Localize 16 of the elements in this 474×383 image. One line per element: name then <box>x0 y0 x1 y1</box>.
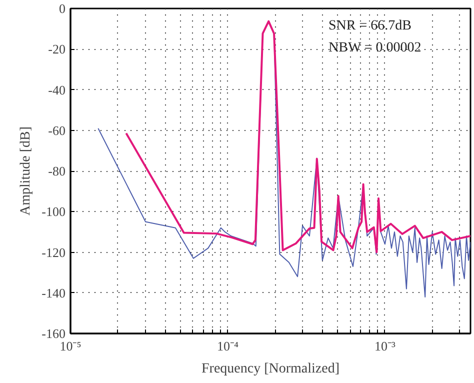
x-tick-label: 10⁻⁴ <box>216 338 239 354</box>
y-tick-label: -100 <box>42 204 66 220</box>
y-tick-label: -20 <box>48 42 66 57</box>
y-axis-title: Amplitude [dB] <box>18 126 34 216</box>
y-tick-label: 0 <box>59 1 66 16</box>
annotation: SNR = 66.7dB <box>328 18 412 34</box>
y-tick-label: -60 <box>48 122 66 138</box>
y-tick-label: -160 <box>42 326 66 341</box>
x-tick-label: 10⁻³ <box>374 338 396 354</box>
y-tick-label: -140 <box>42 285 66 300</box>
y-tick-label: -40 <box>48 82 66 98</box>
x-tick-label: 10⁻⁵ <box>60 338 82 354</box>
annotation: NBW = 0.00002 <box>328 40 422 56</box>
x-axis-title: Frequency [Normalized] <box>202 362 340 376</box>
y-tick-label: -80 <box>48 164 66 178</box>
y-tick-label: -120 <box>42 244 66 260</box>
